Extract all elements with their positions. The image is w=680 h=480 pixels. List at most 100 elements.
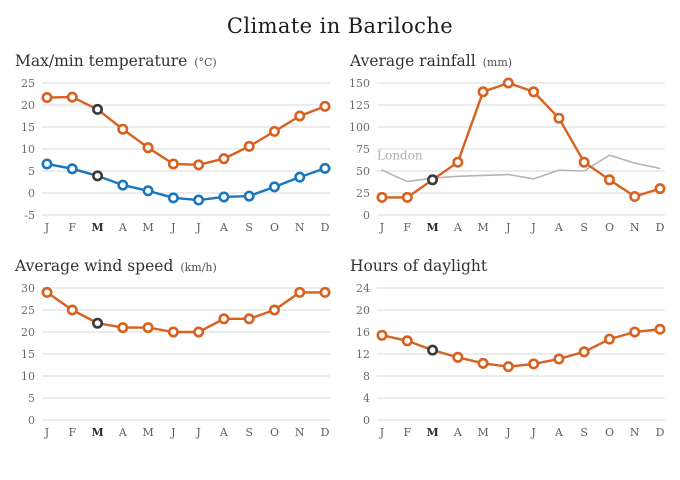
month-label: D xyxy=(656,426,665,439)
data-point-marker xyxy=(578,156,590,168)
data-point-marker xyxy=(319,162,331,174)
y-tick-label: 20 xyxy=(21,99,35,112)
series-annotation-label: London xyxy=(377,149,423,163)
data-point-marker xyxy=(142,322,154,334)
month-label: J xyxy=(170,221,175,234)
panel-max-min-temperature: Max/min temperature (°C) -5 0 5 10 15 20 25 J F M… xyxy=(5,46,340,251)
month-label: J xyxy=(195,221,200,234)
month-label: M xyxy=(477,221,488,234)
month-label: N xyxy=(295,221,305,234)
data-point-marker xyxy=(452,156,464,168)
data-point-marker xyxy=(167,192,179,204)
y-tick-label: 4 xyxy=(363,392,370,405)
data-point-marker xyxy=(654,323,666,335)
month-label: J xyxy=(530,426,535,439)
chart-unit-label: (km/h) xyxy=(180,261,217,274)
month-label: A xyxy=(118,221,128,234)
month-label: A xyxy=(219,426,229,439)
month-label: N xyxy=(630,426,640,439)
month-label: J xyxy=(505,426,510,439)
y-tick-label: 150 xyxy=(350,77,370,90)
month-label-current: M xyxy=(426,426,438,439)
month-label-current: M xyxy=(91,426,103,439)
chart-title-text: Average wind speed xyxy=(15,257,174,275)
data-point-marker xyxy=(41,286,53,298)
y-tick-label: 5 xyxy=(28,392,35,405)
y-tick-label: 20 xyxy=(21,326,35,339)
data-point-marker xyxy=(477,86,489,98)
month-label: J xyxy=(44,221,49,234)
data-point-marker xyxy=(268,304,280,316)
data-point-marker xyxy=(294,110,306,122)
month-label: F xyxy=(68,426,76,439)
data-point-marker xyxy=(41,92,53,104)
month-label: A xyxy=(118,426,128,439)
y-tick-label: 75 xyxy=(356,143,370,156)
data-point-marker-current xyxy=(92,103,104,115)
y-tick-label: 0 xyxy=(28,187,35,200)
month-label: A xyxy=(453,426,463,439)
month-label: M xyxy=(142,221,153,234)
data-point-marker xyxy=(167,326,179,338)
data-point-marker xyxy=(401,335,413,347)
data-point-marker xyxy=(578,346,590,358)
panel-hours-of-daylight: Hours of daylight 0 4 8 12 16 20 24 J F M A M J J A S O N… xyxy=(340,251,675,456)
series-line xyxy=(45,291,327,334)
data-point-marker xyxy=(477,357,489,369)
data-point-marker xyxy=(553,112,565,124)
data-point-marker xyxy=(193,194,205,206)
charts-grid: Max/min temperature (°C) -5 0 5 10 15 20 25 J F M… xyxy=(0,46,680,456)
chart-unit-label: (°C) xyxy=(194,56,217,69)
month-label: O xyxy=(270,221,279,234)
month-label: S xyxy=(580,426,588,439)
chart-unit-label: (mm) xyxy=(482,56,513,69)
month-label: J xyxy=(195,426,200,439)
y-tick-label: 25 xyxy=(356,187,370,200)
month-label-current: M xyxy=(426,221,438,234)
data-point-marker xyxy=(117,179,129,191)
series-line xyxy=(381,154,661,183)
data-point-marker xyxy=(243,313,255,325)
data-point-marker-current xyxy=(427,344,439,356)
chart-title-text: Hours of daylight xyxy=(350,257,488,275)
month-label: J xyxy=(44,426,49,439)
data-point-marker xyxy=(66,91,78,103)
data-point-marker xyxy=(218,313,230,325)
month-label: J xyxy=(170,426,175,439)
y-tick-label: 30 xyxy=(21,282,35,295)
panel-average-wind-speed: Average wind speed (km/h) 0 5 10 15 20 25 30 J F… xyxy=(5,251,340,456)
data-point-marker xyxy=(553,353,565,365)
y-tick-label: 24 xyxy=(356,282,370,295)
data-point-marker xyxy=(243,140,255,152)
y-tick-label: 25 xyxy=(21,77,35,90)
chart-title-temperature: Max/min temperature (°C) xyxy=(15,52,340,70)
data-point-marker xyxy=(603,333,615,345)
y-tick-label: 10 xyxy=(21,370,35,383)
data-point-marker xyxy=(401,191,413,203)
data-point-marker-current xyxy=(92,317,104,329)
data-point-marker xyxy=(117,322,129,334)
chart-title-wind-speed: Average wind speed (km/h) xyxy=(15,257,340,275)
chart-title-daylight: Hours of daylight xyxy=(350,257,675,275)
month-label: S xyxy=(245,221,253,234)
month-label: N xyxy=(295,426,305,439)
series-line xyxy=(45,95,327,167)
y-tick-label: 8 xyxy=(363,370,370,383)
y-tick-label: 25 xyxy=(21,304,35,317)
y-tick-label: 20 xyxy=(356,304,370,317)
month-label: O xyxy=(605,426,614,439)
y-tick-label: 0 xyxy=(28,414,35,427)
rainfall-line-chart: 0 25 50 75 100 125 150 J F M A M J J A S O N D London xyxy=(350,77,666,234)
data-point-marker xyxy=(41,158,53,170)
data-point-marker xyxy=(376,191,388,203)
y-tick-label: 100 xyxy=(350,121,370,134)
month-label: J xyxy=(379,426,384,439)
series-line xyxy=(45,162,327,202)
data-point-marker xyxy=(268,181,280,193)
y-tick-label: 5 xyxy=(28,165,35,178)
month-label: F xyxy=(68,221,76,234)
page-title: Climate in Bariloche xyxy=(226,14,454,38)
temperature-line-chart: -5 0 5 10 15 20 25 J F M A M J J A S O N D xyxy=(21,77,331,234)
panel-average-rainfall: Average rainfall (mm) 0 25 50 75 100 125 150 J F… xyxy=(340,46,675,251)
